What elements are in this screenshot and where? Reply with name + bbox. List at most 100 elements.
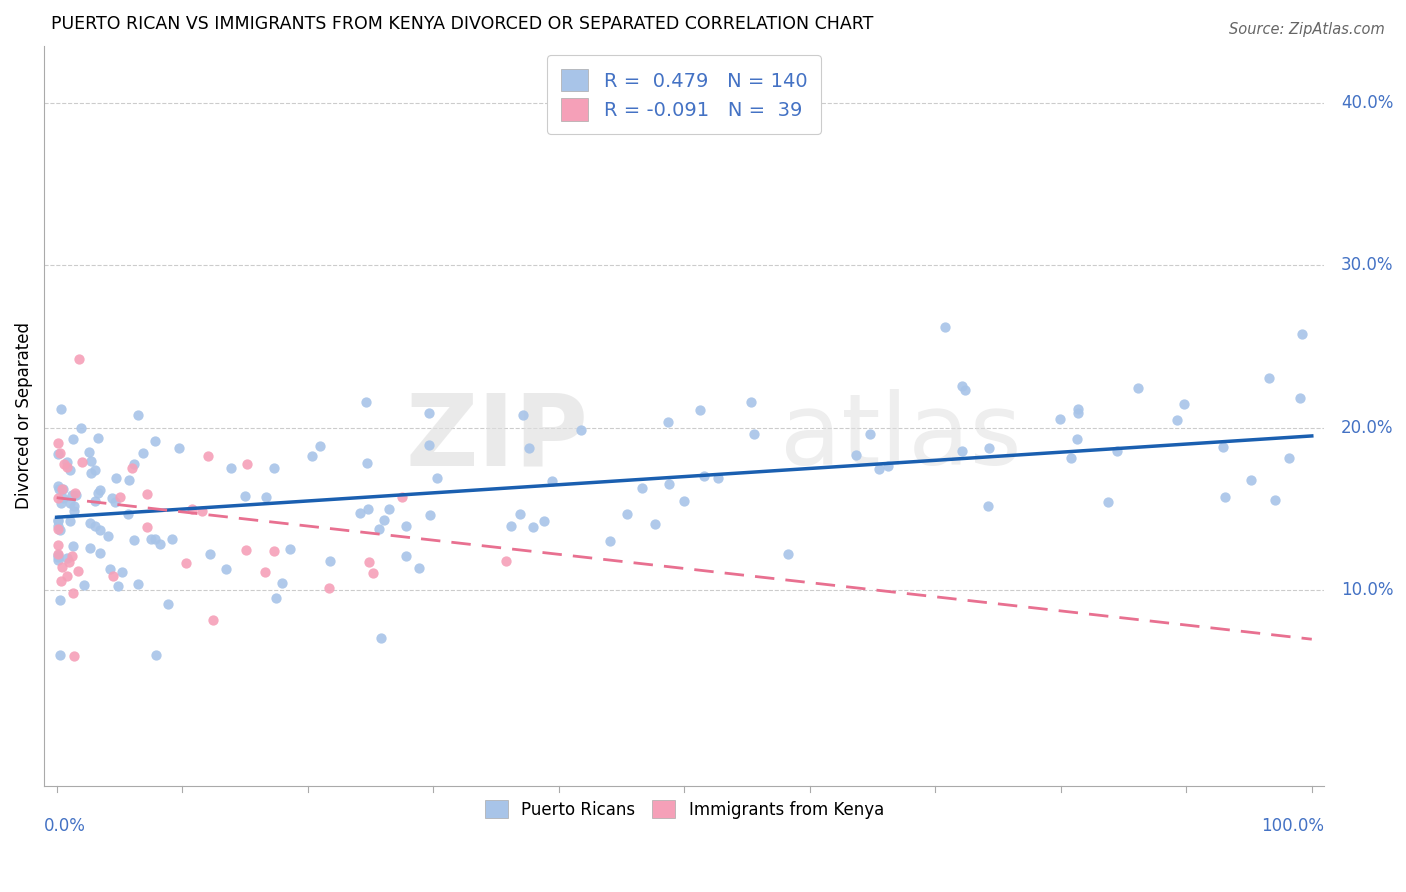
- Point: [198, 548, 221, 562]
- Text: 10.0%: 10.0%: [1341, 582, 1393, 599]
- Point: [65, 488, 87, 502]
- Point: [108, 491, 131, 505]
- Point: [271, 575, 294, 590]
- Point: [950, 443, 973, 458]
- Point: [354, 395, 377, 409]
- Point: [70, 421, 93, 435]
- Legend: Puerto Ricans, Immigrants from Kenya: Puerto Ricans, Immigrants from Kenya: [478, 794, 890, 825]
- Point: [145, 648, 167, 663]
- Point: [143, 434, 166, 448]
- Point: [104, 471, 127, 485]
- Point: [46, 548, 69, 562]
- Point: [83, 519, 105, 533]
- Point: [426, 471, 449, 485]
- Point: [181, 502, 204, 516]
- Point: [1060, 451, 1083, 466]
- Point: [657, 415, 679, 429]
- Point: [51, 401, 73, 416]
- Point: [308, 440, 330, 454]
- Point: [1107, 444, 1129, 458]
- Point: [83, 494, 105, 508]
- Point: [160, 532, 183, 546]
- Point: [83, 463, 105, 477]
- Point: [127, 576, 149, 591]
- Point: [63, 486, 86, 500]
- Point: [122, 533, 145, 547]
- Point: [1128, 381, 1150, 395]
- Point: [46, 523, 69, 537]
- Point: [52, 457, 75, 471]
- Point: [391, 491, 413, 505]
- Point: [254, 565, 277, 579]
- Point: [51, 482, 73, 496]
- Point: [673, 494, 696, 508]
- Point: [263, 543, 285, 558]
- Text: 30.0%: 30.0%: [1341, 256, 1393, 274]
- Point: [569, 423, 592, 437]
- Point: [98, 562, 121, 576]
- Point: [89, 546, 111, 560]
- Point: [63, 499, 86, 513]
- Point: [49, 593, 72, 607]
- Point: [49, 574, 72, 588]
- Point: [46, 447, 69, 461]
- Point: [541, 474, 564, 488]
- Point: [104, 494, 127, 508]
- Point: [135, 487, 157, 501]
- Point: [62, 586, 84, 600]
- Point: [742, 426, 765, 441]
- Point: [1258, 371, 1281, 385]
- Point: [107, 578, 129, 592]
- Point: [616, 508, 638, 522]
- Point: [63, 504, 86, 518]
- Point: [512, 409, 534, 423]
- Point: [1166, 413, 1188, 427]
- Point: [46, 547, 69, 561]
- Point: [80, 466, 103, 480]
- Point: [740, 394, 762, 409]
- Point: [318, 581, 340, 595]
- Point: [349, 506, 371, 520]
- Point: [356, 456, 378, 470]
- Point: [89, 523, 111, 537]
- Point: [46, 491, 69, 505]
- Point: [658, 476, 681, 491]
- Point: [236, 457, 259, 471]
- Point: [48, 648, 70, 663]
- Point: [845, 448, 868, 462]
- Point: [1264, 492, 1286, 507]
- Point: [977, 441, 1000, 455]
- Point: [278, 541, 301, 556]
- Point: [934, 319, 956, 334]
- Point: [52, 482, 75, 496]
- Point: [877, 459, 900, 474]
- Point: [79, 516, 101, 530]
- Point: [219, 461, 242, 475]
- Point: [501, 518, 523, 533]
- Point: [167, 441, 190, 455]
- Point: [46, 479, 69, 493]
- Point: [73, 578, 96, 592]
- Point: [135, 519, 157, 533]
- Point: [143, 532, 166, 546]
- Point: [361, 566, 384, 580]
- Point: [46, 553, 69, 567]
- Point: [55, 551, 77, 566]
- Point: [1067, 401, 1090, 416]
- Point: [319, 554, 342, 568]
- Point: [79, 541, 101, 556]
- Point: [776, 547, 799, 561]
- Point: [201, 613, 224, 627]
- Point: [264, 591, 287, 605]
- Text: ZIP: ZIP: [405, 389, 588, 486]
- Point: [1173, 397, 1195, 411]
- Point: [233, 489, 256, 503]
- Point: [46, 513, 69, 527]
- Point: [859, 426, 882, 441]
- Point: [46, 550, 69, 565]
- Point: [707, 471, 730, 485]
- Point: [356, 502, 378, 516]
- Point: [132, 446, 155, 460]
- Point: [46, 519, 69, 533]
- Text: 0.0%: 0.0%: [44, 817, 86, 835]
